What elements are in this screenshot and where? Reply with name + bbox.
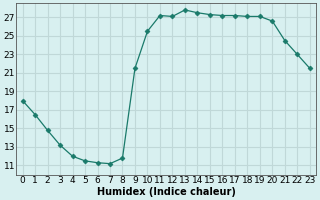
X-axis label: Humidex (Indice chaleur): Humidex (Indice chaleur): [97, 187, 236, 197]
